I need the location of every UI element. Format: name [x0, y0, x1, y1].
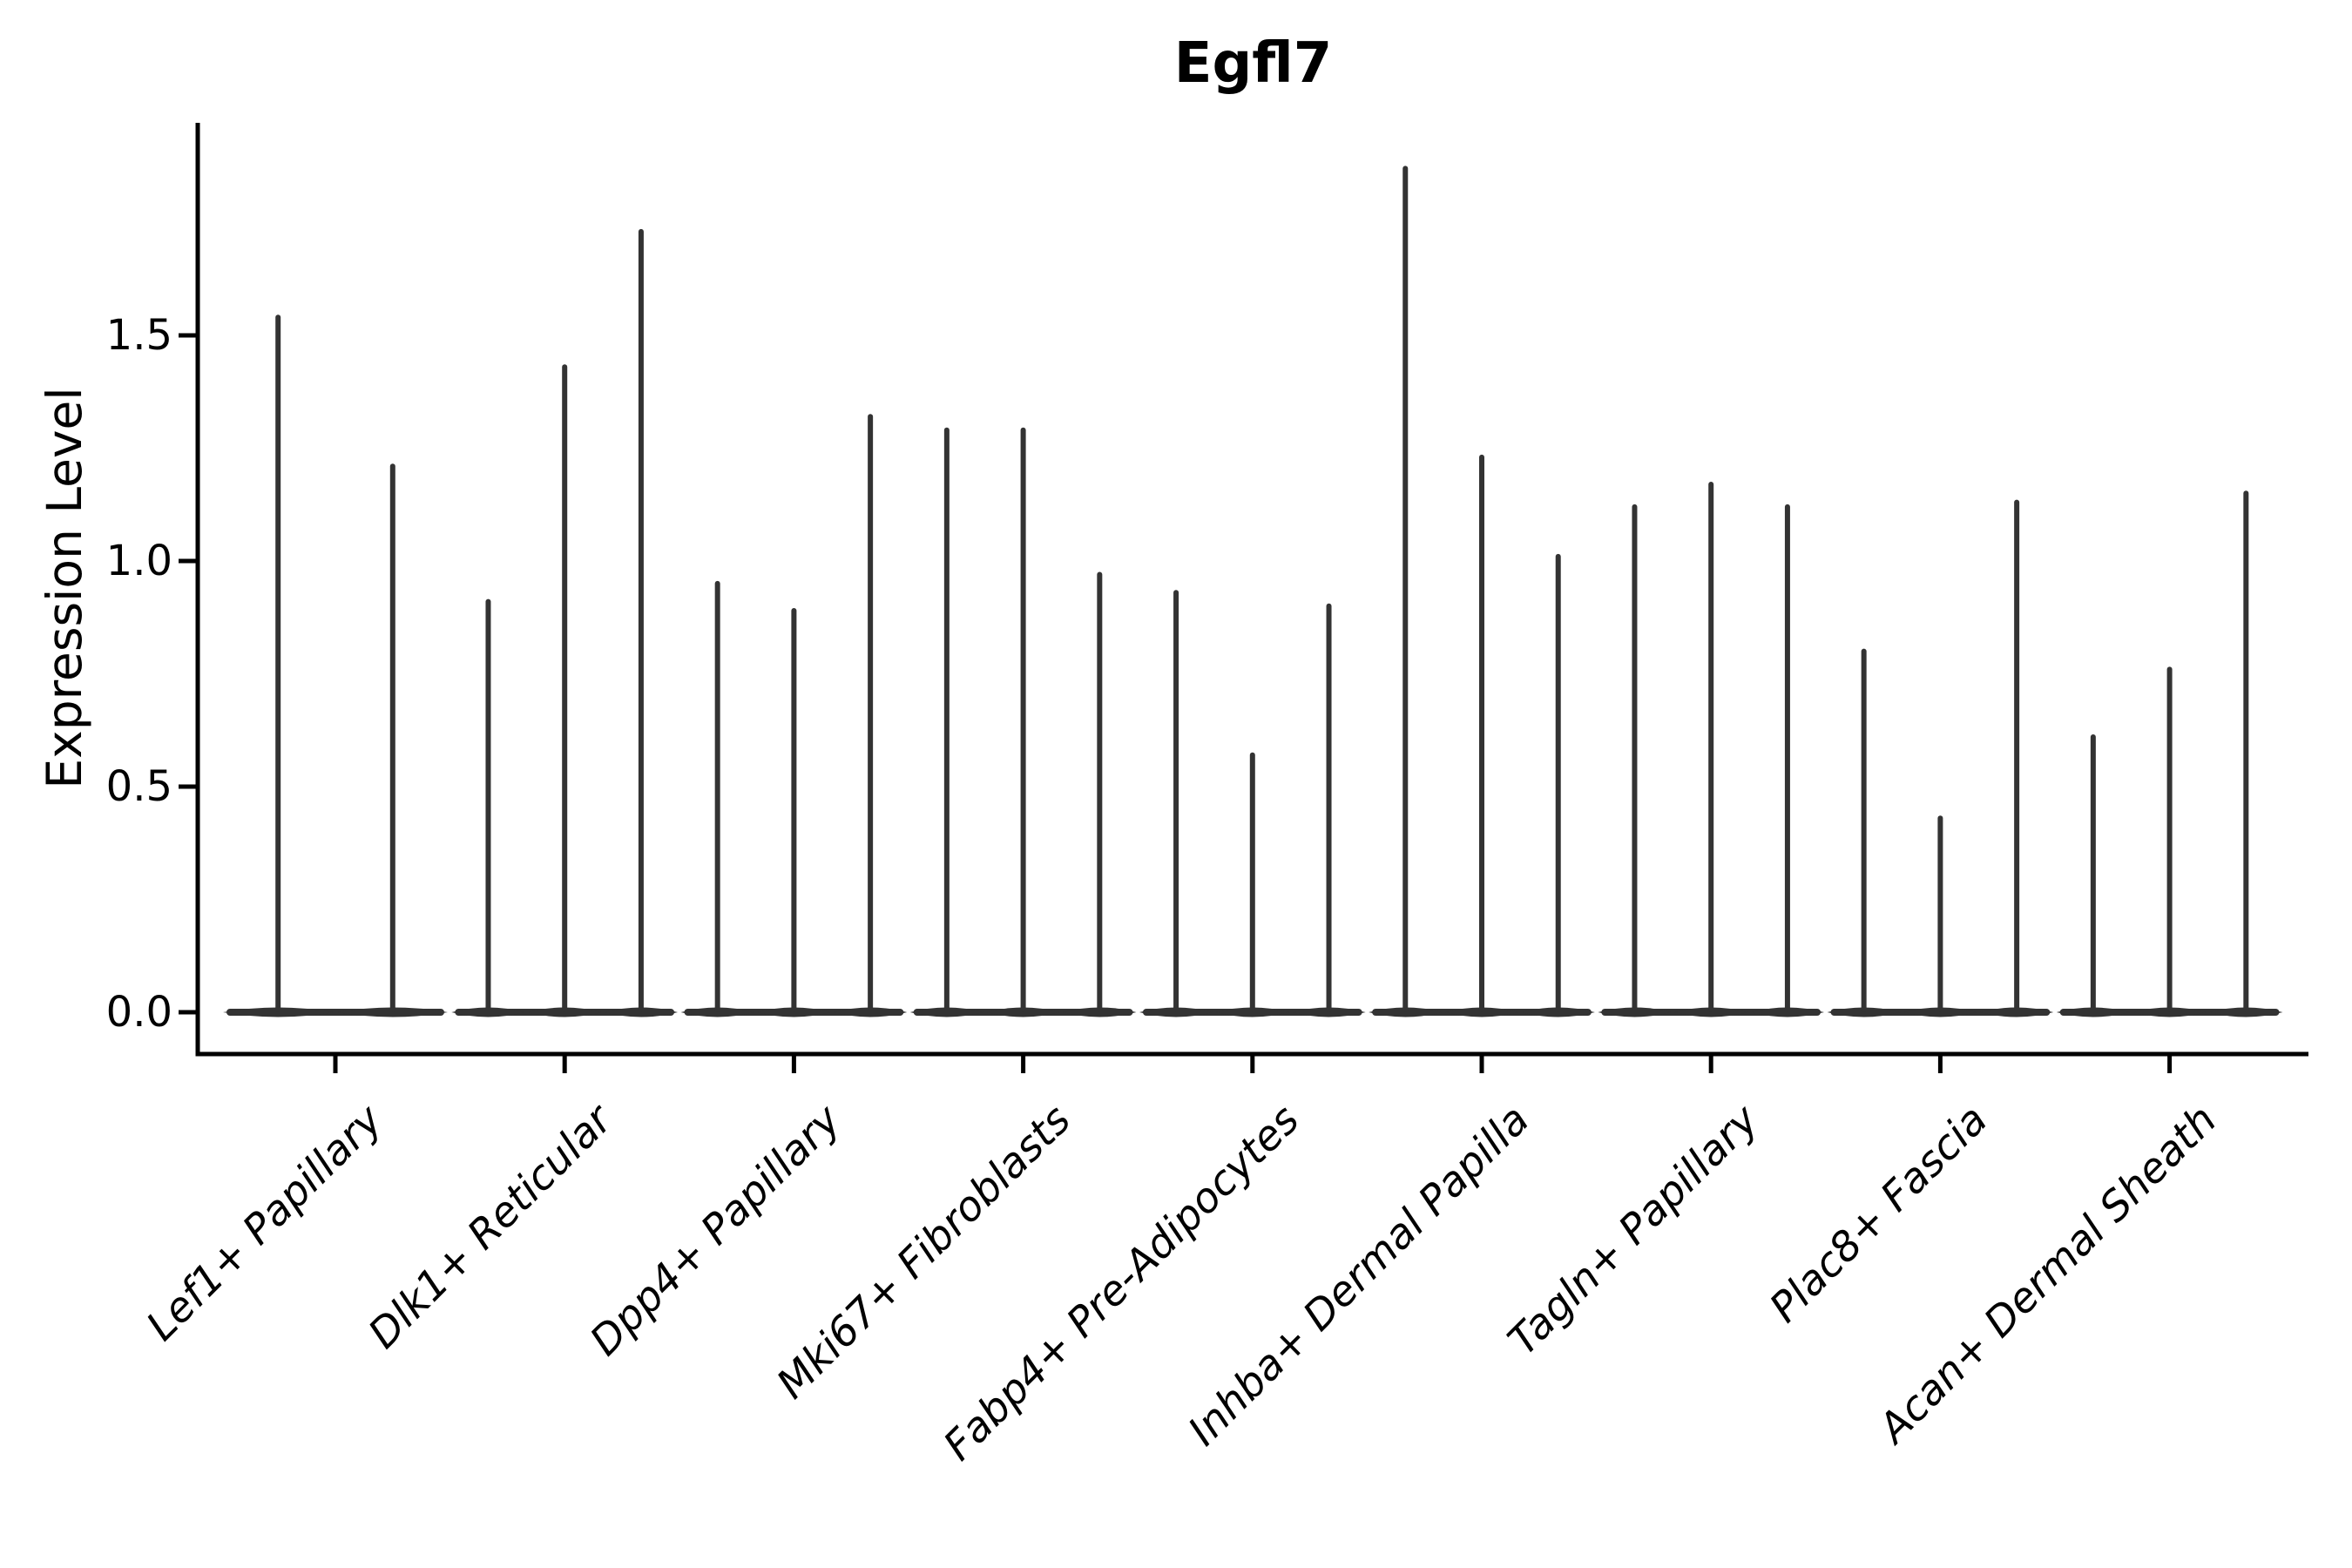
y-tick-label: 0.0: [105, 988, 172, 1037]
y-tick-label: 1.5: [105, 311, 172, 360]
violin-body: [1598, 1007, 1672, 1017]
violin-body: [2209, 1007, 2283, 1017]
violin-body: [1521, 1007, 1595, 1017]
y-axis-label: Expression Level: [37, 387, 92, 789]
violin-body: [1292, 1007, 1366, 1017]
violin-body: [1063, 1007, 1137, 1017]
violin-body: [1369, 1007, 1443, 1017]
violin-body: [986, 1007, 1060, 1017]
y-tick-label: 0.5: [105, 762, 172, 811]
chart-title: Egfl7: [1173, 31, 1333, 96]
y-tick-label: 1.0: [105, 537, 172, 585]
violin-body: [1827, 1007, 1901, 1017]
